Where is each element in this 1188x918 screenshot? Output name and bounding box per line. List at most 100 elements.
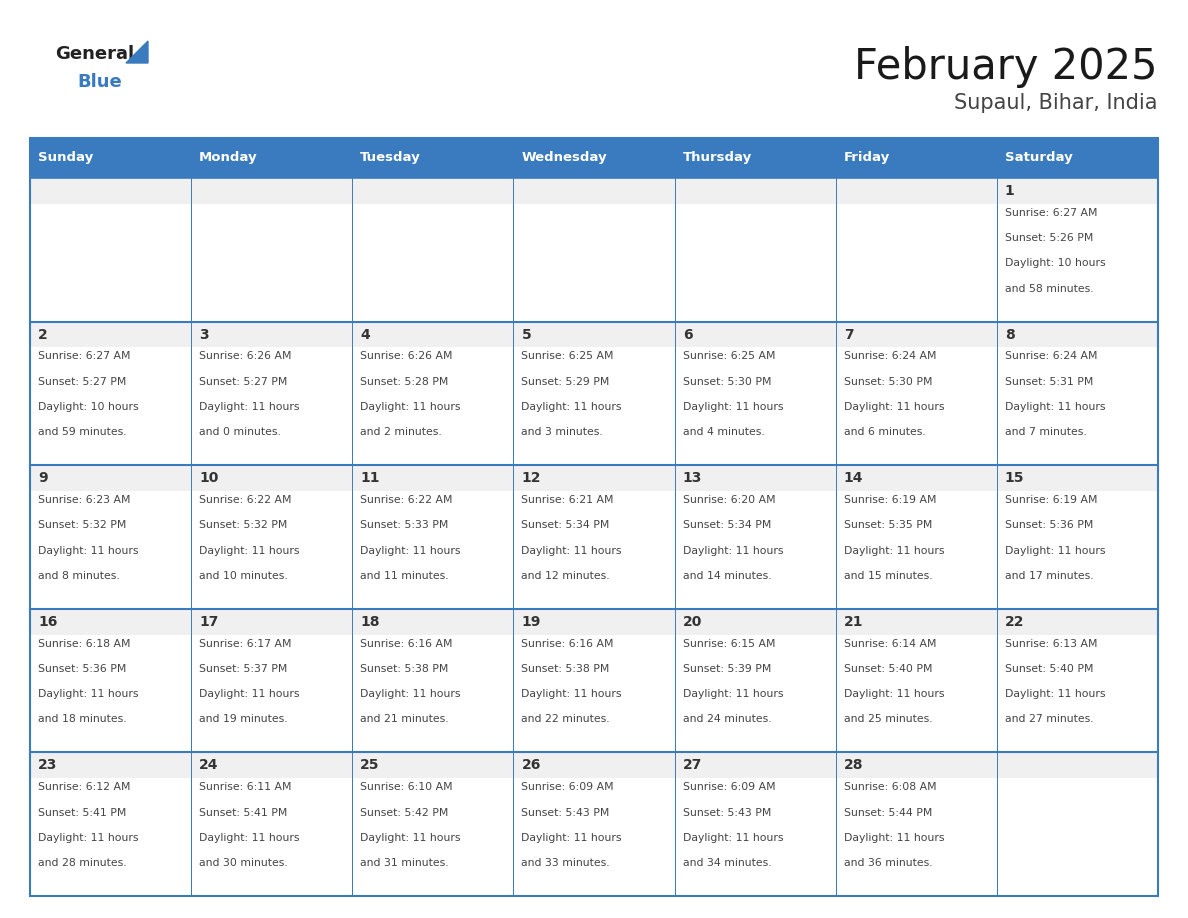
Text: Sunset: 5:26 PM: Sunset: 5:26 PM [1005, 233, 1093, 243]
Bar [513, 753, 675, 896]
Text: 13: 13 [683, 471, 702, 485]
Text: 1: 1 [1005, 184, 1015, 198]
Text: Blue: Blue [77, 73, 121, 91]
Text: Daylight: 11 hours: Daylight: 11 hours [200, 689, 299, 700]
Bar [353, 321, 513, 347]
Bar [191, 465, 353, 491]
Text: and 19 minutes.: and 19 minutes. [200, 714, 287, 724]
Text: 23: 23 [38, 758, 57, 772]
Text: Daylight: 11 hours: Daylight: 11 hours [200, 545, 299, 555]
Text: Sunset: 5:30 PM: Sunset: 5:30 PM [843, 376, 933, 386]
Text: 19: 19 [522, 615, 541, 629]
Bar [191, 321, 353, 465]
Text: and 11 minutes.: and 11 minutes. [360, 571, 449, 581]
Bar [30, 321, 191, 347]
Bar [353, 138, 513, 178]
Text: and 33 minutes.: and 33 minutes. [522, 858, 611, 868]
Text: and 6 minutes.: and 6 minutes. [843, 427, 925, 437]
Text: 2: 2 [38, 328, 48, 341]
Text: 18: 18 [360, 615, 380, 629]
Text: Daylight: 11 hours: Daylight: 11 hours [360, 689, 461, 700]
Bar [835, 138, 997, 178]
Text: and 31 minutes.: and 31 minutes. [360, 858, 449, 868]
Text: Sunrise: 6:25 AM: Sunrise: 6:25 AM [522, 352, 614, 362]
Text: Sunset: 5:40 PM: Sunset: 5:40 PM [843, 664, 933, 674]
Bar [191, 178, 353, 204]
Text: Daylight: 11 hours: Daylight: 11 hours [683, 402, 783, 412]
Text: Sunrise: 6:22 AM: Sunrise: 6:22 AM [360, 495, 453, 505]
Bar [353, 753, 513, 896]
Text: and 17 minutes.: and 17 minutes. [1005, 571, 1093, 581]
Bar [675, 609, 835, 634]
Bar [513, 321, 675, 465]
Bar [997, 753, 1158, 896]
Bar [513, 178, 675, 204]
Text: Sunrise: 6:09 AM: Sunrise: 6:09 AM [522, 782, 614, 792]
Text: Sunset: 5:43 PM: Sunset: 5:43 PM [522, 808, 609, 818]
Text: Sunrise: 6:13 AM: Sunrise: 6:13 AM [1005, 639, 1098, 649]
Text: and 28 minutes.: and 28 minutes. [38, 858, 127, 868]
Bar [353, 178, 513, 204]
Text: Daylight: 11 hours: Daylight: 11 hours [1005, 402, 1105, 412]
Text: and 7 minutes.: and 7 minutes. [1005, 427, 1087, 437]
Text: 20: 20 [683, 615, 702, 629]
Text: Sunrise: 6:11 AM: Sunrise: 6:11 AM [200, 782, 292, 792]
Text: Sunset: 5:41 PM: Sunset: 5:41 PM [38, 808, 126, 818]
Text: Tuesday: Tuesday [360, 151, 421, 164]
Text: Sunset: 5:44 PM: Sunset: 5:44 PM [843, 808, 933, 818]
Text: Sunrise: 6:18 AM: Sunrise: 6:18 AM [38, 639, 131, 649]
Text: and 24 minutes.: and 24 minutes. [683, 714, 771, 724]
Text: Sunset: 5:30 PM: Sunset: 5:30 PM [683, 376, 771, 386]
Text: Daylight: 11 hours: Daylight: 11 hours [200, 833, 299, 843]
Text: 27: 27 [683, 758, 702, 772]
Text: Sunset: 5:27 PM: Sunset: 5:27 PM [200, 376, 287, 386]
Text: Sunrise: 6:27 AM: Sunrise: 6:27 AM [38, 352, 131, 362]
Text: Sunset: 5:28 PM: Sunset: 5:28 PM [360, 376, 449, 386]
Text: Sunrise: 6:25 AM: Sunrise: 6:25 AM [683, 352, 775, 362]
Text: and 30 minutes.: and 30 minutes. [200, 858, 287, 868]
Text: Daylight: 11 hours: Daylight: 11 hours [843, 689, 944, 700]
Bar [30, 609, 191, 753]
Text: Daylight: 11 hours: Daylight: 11 hours [522, 689, 623, 700]
Text: Sunrise: 6:24 AM: Sunrise: 6:24 AM [1005, 352, 1098, 362]
Text: and 25 minutes.: and 25 minutes. [843, 714, 933, 724]
Text: Sunrise: 6:26 AM: Sunrise: 6:26 AM [200, 352, 292, 362]
Text: and 10 minutes.: and 10 minutes. [200, 571, 287, 581]
Bar [30, 465, 191, 491]
Text: Sunset: 5:27 PM: Sunset: 5:27 PM [38, 376, 126, 386]
Bar [30, 178, 191, 321]
Bar [675, 178, 835, 321]
Text: Daylight: 11 hours: Daylight: 11 hours [843, 545, 944, 555]
Text: Daylight: 11 hours: Daylight: 11 hours [683, 545, 783, 555]
Bar [675, 609, 835, 753]
Text: Sunset: 5:40 PM: Sunset: 5:40 PM [1005, 664, 1093, 674]
Bar [675, 321, 835, 347]
Text: Sunday: Sunday [38, 151, 94, 164]
Text: Sunset: 5:41 PM: Sunset: 5:41 PM [200, 808, 287, 818]
Text: Sunset: 5:34 PM: Sunset: 5:34 PM [522, 521, 609, 531]
Text: Sunrise: 6:14 AM: Sunrise: 6:14 AM [843, 639, 936, 649]
Bar [30, 609, 191, 634]
Text: 22: 22 [1005, 615, 1024, 629]
Text: Sunset: 5:38 PM: Sunset: 5:38 PM [522, 664, 609, 674]
Text: Sunrise: 6:16 AM: Sunrise: 6:16 AM [360, 639, 453, 649]
Text: and 21 minutes.: and 21 minutes. [360, 714, 449, 724]
Bar [513, 753, 675, 778]
Text: Sunrise: 6:15 AM: Sunrise: 6:15 AM [683, 639, 775, 649]
Bar [191, 753, 353, 896]
Bar [997, 609, 1158, 634]
Text: Sunrise: 6:20 AM: Sunrise: 6:20 AM [683, 495, 776, 505]
Bar [997, 609, 1158, 753]
Text: Sunrise: 6:22 AM: Sunrise: 6:22 AM [200, 495, 292, 505]
Text: 26: 26 [522, 758, 541, 772]
Text: and 34 minutes.: and 34 minutes. [683, 858, 771, 868]
Bar [997, 465, 1158, 609]
Text: Sunset: 5:33 PM: Sunset: 5:33 PM [360, 521, 449, 531]
Text: Saturday: Saturday [1005, 151, 1073, 164]
Text: Daylight: 11 hours: Daylight: 11 hours [200, 402, 299, 412]
Bar [30, 178, 191, 204]
Text: Sunset: 5:32 PM: Sunset: 5:32 PM [200, 521, 287, 531]
Text: Sunset: 5:35 PM: Sunset: 5:35 PM [843, 521, 933, 531]
Bar [30, 753, 191, 778]
Text: Sunrise: 6:08 AM: Sunrise: 6:08 AM [843, 782, 936, 792]
